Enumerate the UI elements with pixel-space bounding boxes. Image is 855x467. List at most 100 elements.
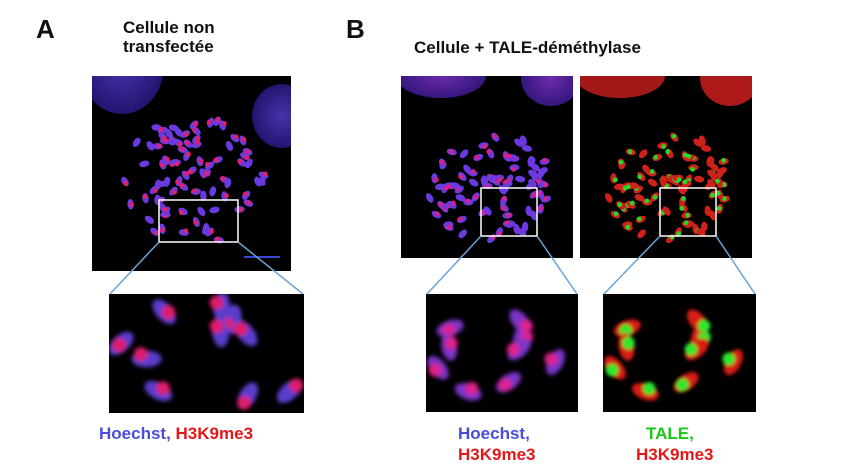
chromosome <box>604 193 613 203</box>
h3k9me3-spot <box>158 126 164 132</box>
chromosome <box>174 127 183 137</box>
tale-spot <box>613 211 619 217</box>
chromosome <box>514 175 526 183</box>
h3k9me3-spot <box>242 191 248 197</box>
h3k9me3-spot <box>428 363 442 377</box>
h3k9me3-spot <box>156 143 162 149</box>
chromosome <box>709 210 717 221</box>
tale-spot <box>721 196 727 201</box>
tale-spot <box>653 154 659 160</box>
panel-a-title-line1: Cellule non <box>123 18 215 37</box>
chromosome <box>638 149 648 159</box>
tale-spot <box>721 158 727 163</box>
h3k9me3-spot <box>433 177 439 183</box>
chromosome <box>425 193 434 203</box>
h3k9me3-spot <box>244 155 249 161</box>
tale-spot <box>715 190 721 196</box>
panel-b-left-caption-line1: Hoechst, <box>458 424 530 443</box>
h3k9me3-spot <box>542 196 548 201</box>
chromosome <box>463 164 472 174</box>
h3k9me3-spot <box>161 136 167 141</box>
h3k9me3-spot <box>156 381 170 395</box>
h3k9me3-spot <box>195 140 201 146</box>
h3k9me3-spot <box>183 131 189 137</box>
h3k9me3-spot <box>209 229 214 234</box>
chromosome <box>459 149 469 159</box>
h3k9me3-spot <box>465 198 471 204</box>
tale-spot <box>605 363 619 377</box>
panel-b-right-caption-line2: H3K9me3 <box>636 445 714 464</box>
h3k9me3-spot <box>153 188 158 194</box>
h3k9me3-spot <box>446 224 452 230</box>
h3k9me3-spot <box>160 227 166 233</box>
chromosome <box>531 171 538 182</box>
panel-a-caption-hoechst: Hoechst, <box>99 424 171 443</box>
panel-b-tale-zoom-chromosomes <box>604 309 743 401</box>
panel-b-hoechst-chromosomes <box>425 132 551 244</box>
panel-a-chromosomes <box>121 116 269 244</box>
h3k9me3-spot <box>233 322 248 336</box>
h3k9me3-spot <box>184 171 190 177</box>
h3k9me3-spot <box>486 149 492 154</box>
panel-a-zoom-box <box>158 199 239 243</box>
h3k9me3-spot <box>198 158 204 164</box>
tale-spot <box>676 378 689 392</box>
chromosome <box>647 178 658 187</box>
panel-b-hoechst-overview-image <box>401 76 573 258</box>
chromosome <box>519 135 527 146</box>
panel-a-caption: Hoechst, H3K9me3 <box>99 424 253 444</box>
chromosome <box>245 158 253 169</box>
h3k9me3-spot <box>465 382 479 395</box>
h3k9me3-spot <box>209 319 224 334</box>
chromosome <box>706 155 714 167</box>
chromosome <box>163 176 171 187</box>
h3k9me3-spot <box>179 210 184 215</box>
h3k9me3-spot <box>179 146 185 152</box>
chromosome <box>144 215 154 224</box>
tale-spot <box>636 216 642 222</box>
h3k9me3-spot <box>434 211 440 217</box>
chromosome <box>660 176 667 187</box>
chromosome <box>481 176 488 187</box>
h3k9me3-spot <box>474 154 480 160</box>
chromosome <box>530 210 538 221</box>
panel-b-hoechst-zoom-box <box>480 187 538 237</box>
h3k9me3-spot <box>470 169 476 174</box>
panel-a-scale-bar <box>244 256 280 258</box>
tale-spot <box>622 336 635 350</box>
panel-b-right-caption-line1: TALE, <box>646 424 694 443</box>
h3k9me3-spot <box>238 207 243 212</box>
tale-spot <box>676 231 682 236</box>
tale-spot <box>690 166 695 172</box>
tale-spot <box>676 177 682 183</box>
h3k9me3-spot <box>507 343 520 356</box>
tale-spot <box>680 196 686 202</box>
chromosome <box>707 179 716 188</box>
h3k9me3-spot <box>246 200 251 206</box>
h3k9me3-spot <box>159 162 165 168</box>
tale-spot <box>686 153 692 159</box>
tale-spot <box>649 169 655 174</box>
h3k9me3-spot <box>172 189 177 195</box>
h3k9me3-spot <box>188 169 194 174</box>
h3k9me3-spot <box>214 117 220 123</box>
chromosome <box>666 148 674 159</box>
tale-spot <box>721 182 727 188</box>
h3k9me3-spot <box>183 228 189 234</box>
chromosome <box>530 163 540 172</box>
h3k9me3-spot <box>492 133 498 139</box>
tale-spot <box>617 202 623 208</box>
chromosome <box>527 155 535 167</box>
h3k9me3-spot <box>448 149 454 155</box>
h3k9me3-spot <box>438 202 444 208</box>
chromosome <box>642 164 651 174</box>
chromosome <box>700 221 708 232</box>
tale-spot <box>637 174 643 180</box>
h3k9me3-spot <box>289 378 304 392</box>
tale-spot <box>630 200 635 206</box>
chromosome <box>698 135 706 146</box>
h3k9me3-spot <box>458 174 464 180</box>
chromosome <box>700 145 712 152</box>
panel-b-left-caption-line2: H3K9me3 <box>458 445 536 464</box>
h3k9me3-spot <box>154 230 159 236</box>
